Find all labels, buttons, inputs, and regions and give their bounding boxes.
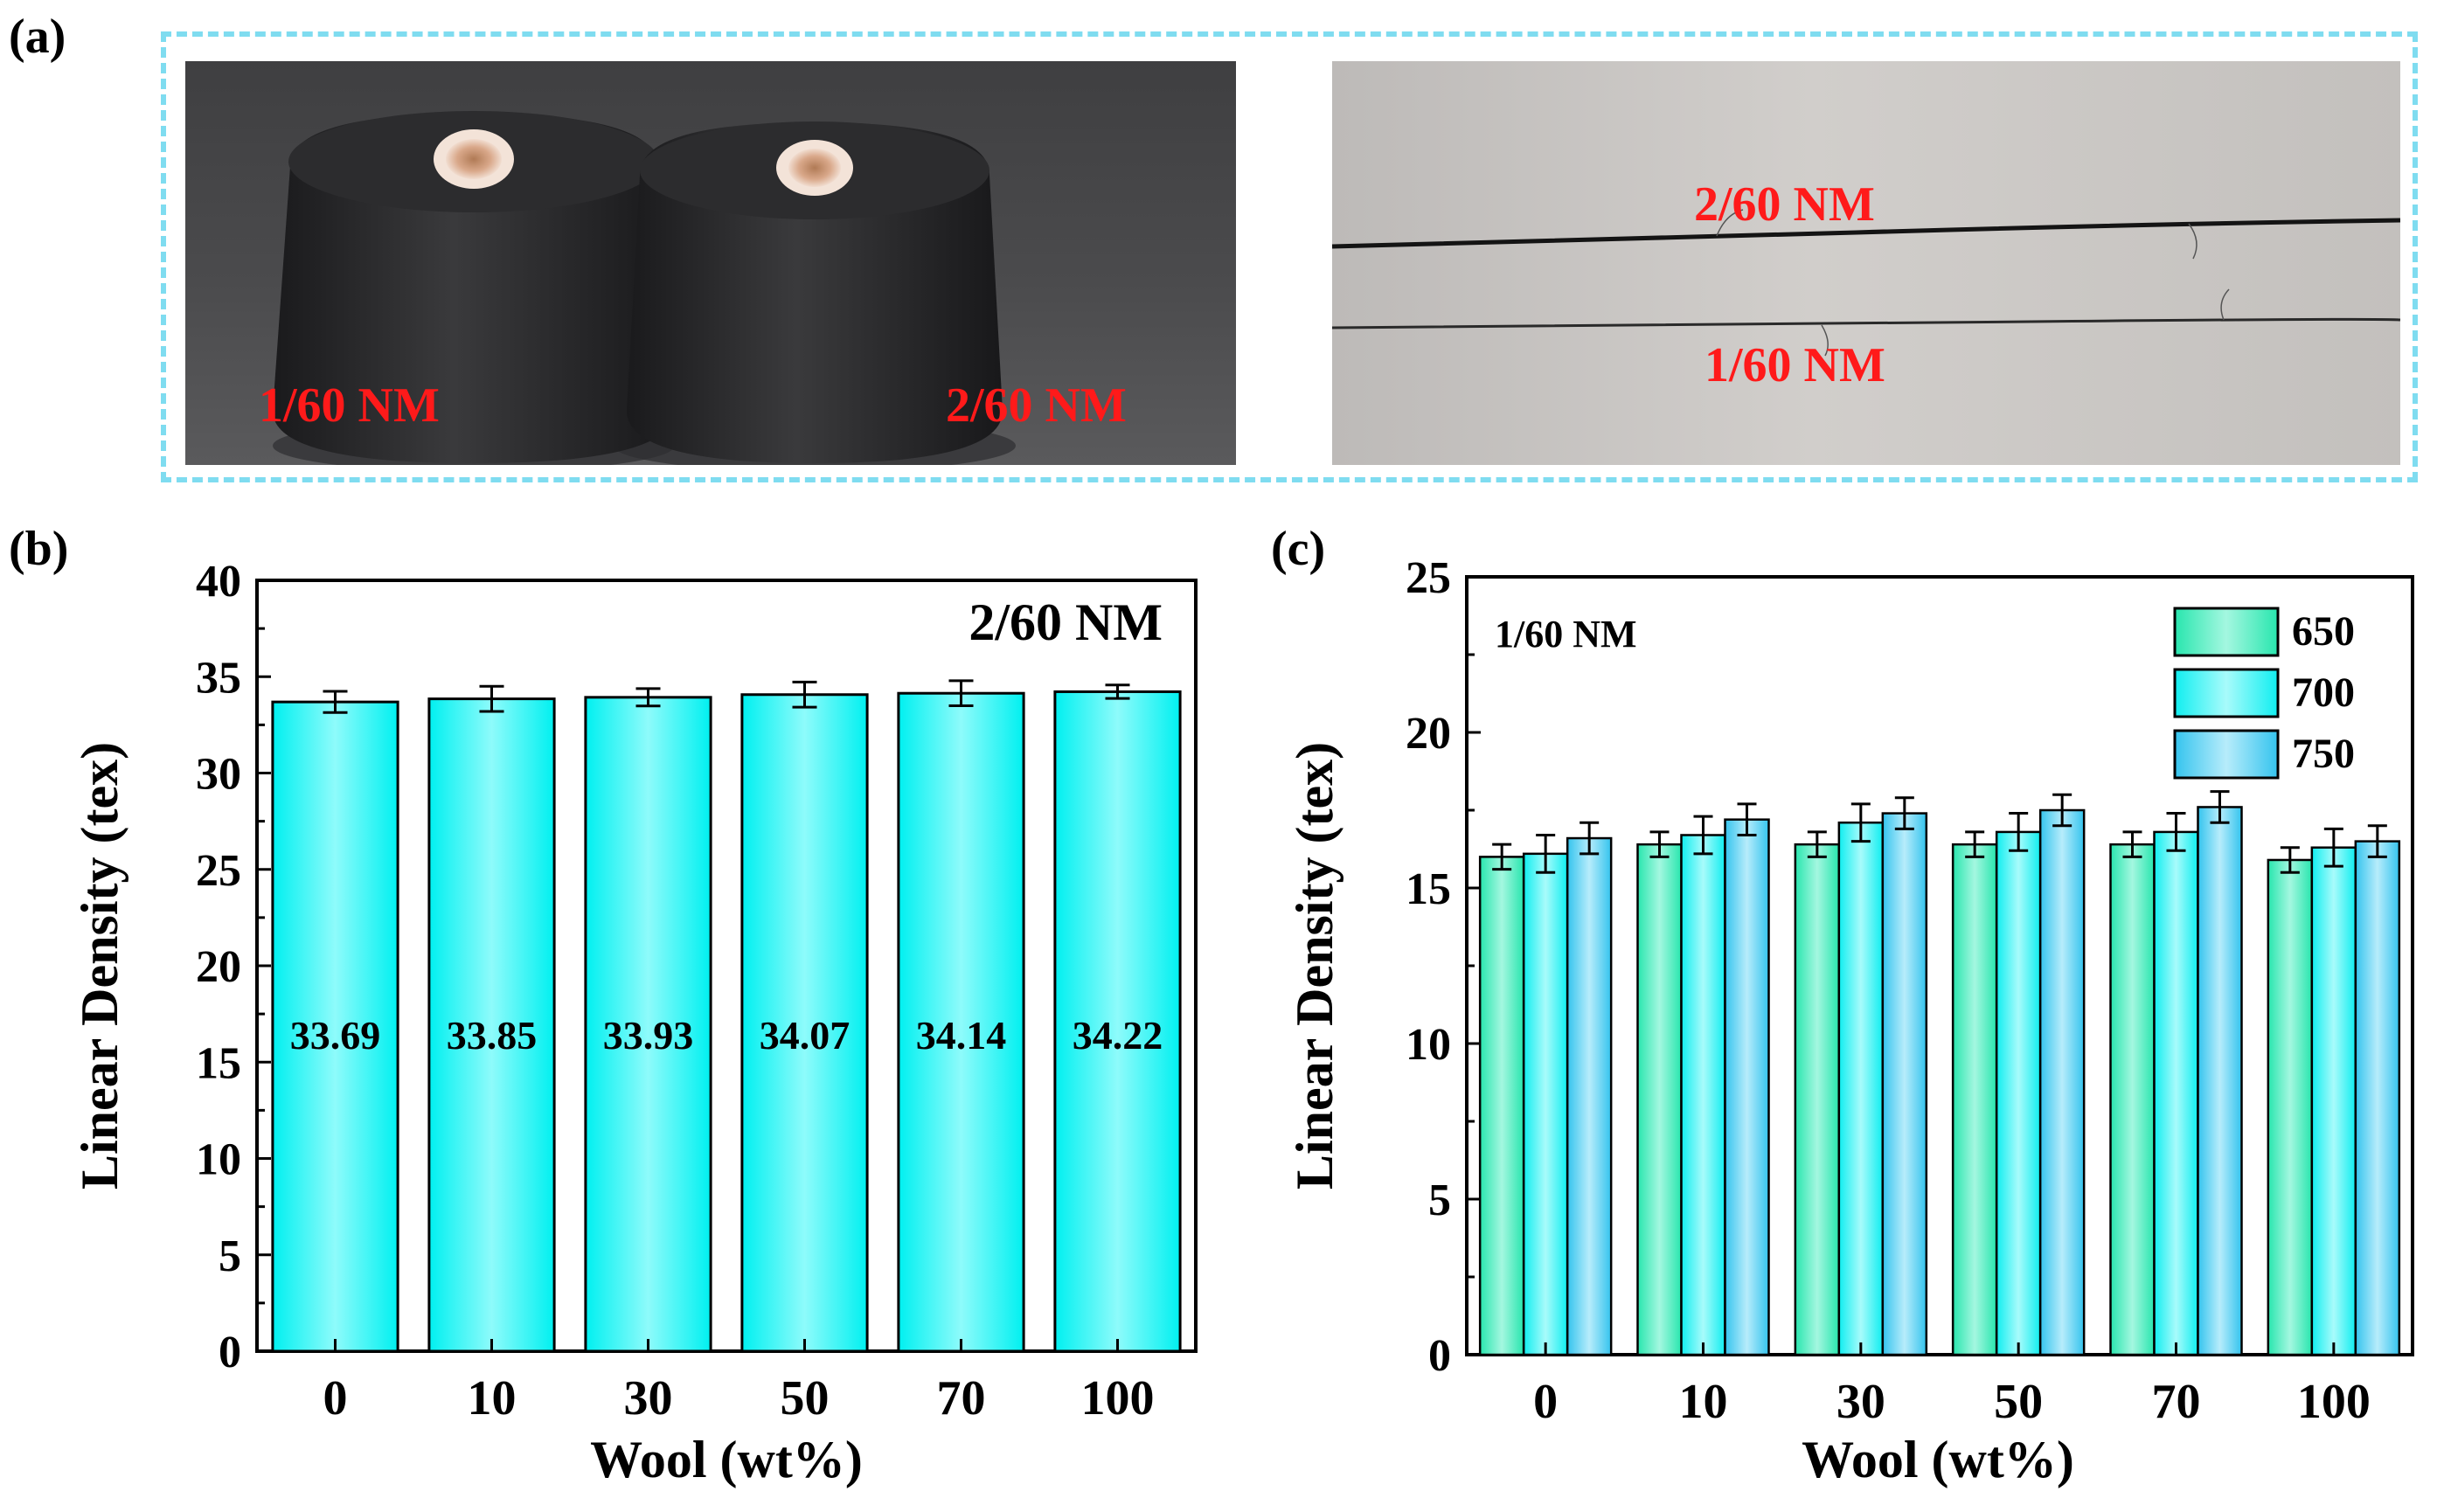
yarn-cones-photo: 1/60 NM 2/60 NM [185,61,1236,465]
bar-650-0 [1478,856,1525,1356]
y-tick-label: 30 [196,750,241,800]
x-tick-label: 100 [1081,1371,1155,1425]
bar-650-50 [1951,843,1998,1356]
bar-650-100 [2267,858,2314,1356]
bar-70 [897,691,1025,1353]
y-tick-label: 15 [1406,864,1451,914]
data-label-50: 34.07 [760,1013,851,1058]
x-tick-label: 0 [1533,1375,1558,1429]
y-tick-label: 10 [1406,1020,1451,1070]
chart-b-y-axis-label: Linear Density (tex) [71,742,128,1189]
panel-label-a: (a) [9,10,66,64]
chart-c: 0 5 10 15 20 25 0 10 30 50 70 100 1/60 NM 650 700 75… [1286,553,2414,1488]
data-label-30: 33.93 [603,1013,694,1058]
y-tick-label: 40 [196,557,241,607]
bar-750-10 [1724,818,1770,1356]
bar-650-70 [2109,843,2156,1356]
strand-label-2-60: 2/60 NM [1694,177,1875,232]
bar-700-0 [1522,852,1569,1356]
x-tick-label: 50 [1994,1375,2043,1429]
bar-700-30 [1837,821,1885,1356]
x-tick-label: 70 [2152,1375,2201,1429]
y-tick-label: 5 [219,1231,241,1281]
x-tick-label: 10 [1679,1375,1728,1429]
bar-30 [584,696,712,1353]
bar-50 [740,693,869,1353]
legend-label-750: 750 [2292,731,2355,777]
chart-b-x-axis-label: Wool (wt%) [590,1431,863,1488]
bar-650-10 [1636,843,1683,1356]
data-label-10: 33.85 [447,1013,538,1058]
bar-0 [271,700,399,1353]
x-tick-label: 100 [2297,1375,2371,1429]
y-tick-label: 0 [1428,1331,1451,1381]
cone-label-2-60: 2/60 NM [946,378,1127,433]
chart-c-legend: 650 700 750 [2173,607,2355,780]
data-label-0: 33.69 [290,1013,381,1058]
x-tick-label: 0 [323,1371,348,1425]
y-tick-label: 25 [1406,553,1451,603]
x-tick-label: 70 [937,1371,986,1425]
y-tick-label: 35 [196,653,241,703]
y-tick-label: 25 [196,846,241,896]
legend-label-700: 700 [2292,669,2355,716]
bar-750-30 [1881,812,1928,1356]
bar-700-100 [2310,846,2357,1356]
legend-swatch-750 [2173,729,2280,780]
x-tick-label: 10 [468,1371,517,1425]
bar-700-70 [2153,830,2199,1356]
yarn-strands-photo: 2/60 NM 1/60 NM [1332,61,2400,465]
chart-c-x-axis-label: Wool (wt%) [1802,1431,2074,1488]
y-tick-label: 5 [1428,1176,1451,1225]
legend-swatch-650 [2173,607,2280,657]
strand-label-1-60: 1/60 NM [1705,338,1885,392]
bar-750-50 [2038,808,2086,1356]
y-tick-label: 15 [196,1038,241,1088]
data-label-100: 34.22 [1073,1013,1163,1058]
legend-label-650: 650 [2292,608,2355,655]
bar-100 [1053,690,1182,1353]
chart-c-y-axis-label: Linear Density (tex) [1286,742,1343,1189]
panel-label-c: (c) [1271,522,1326,576]
x-tick-label: 30 [1836,1375,1885,1429]
x-tick-label: 50 [781,1371,830,1425]
bar-700-10 [1680,834,1726,1356]
yarn-strands-illustration [1332,209,2400,357]
bar-750-0 [1566,836,1613,1356]
photo-frame [161,31,2418,482]
panel-label-b: (b) [9,522,69,576]
bar-750-70 [2197,806,2243,1356]
cone-label-1-60: 1/60 NM [259,378,440,433]
chart-b-annotation: 2/60 NM [969,593,1163,651]
data-label-70: 34.14 [916,1013,1007,1058]
yarn-cones-illustration [273,111,1016,465]
chart-b: 33.69 33.85 33.93 34.07 34.14 34.22 0 5 10 15 20 2… [71,557,1198,1488]
y-tick-label: 20 [1406,709,1451,759]
chart-c-annotation: 1/60 NM [1495,613,1637,655]
bar-700-50 [1995,830,2042,1356]
y-tick-label: 20 [196,942,241,992]
y-tick-label: 10 [196,1135,241,1185]
legend-swatch-700 [2173,668,2280,718]
x-tick-label: 30 [624,1371,673,1425]
y-tick-label: 0 [219,1328,241,1377]
bar-650-30 [1794,843,1841,1356]
bar-750-100 [2354,840,2401,1356]
